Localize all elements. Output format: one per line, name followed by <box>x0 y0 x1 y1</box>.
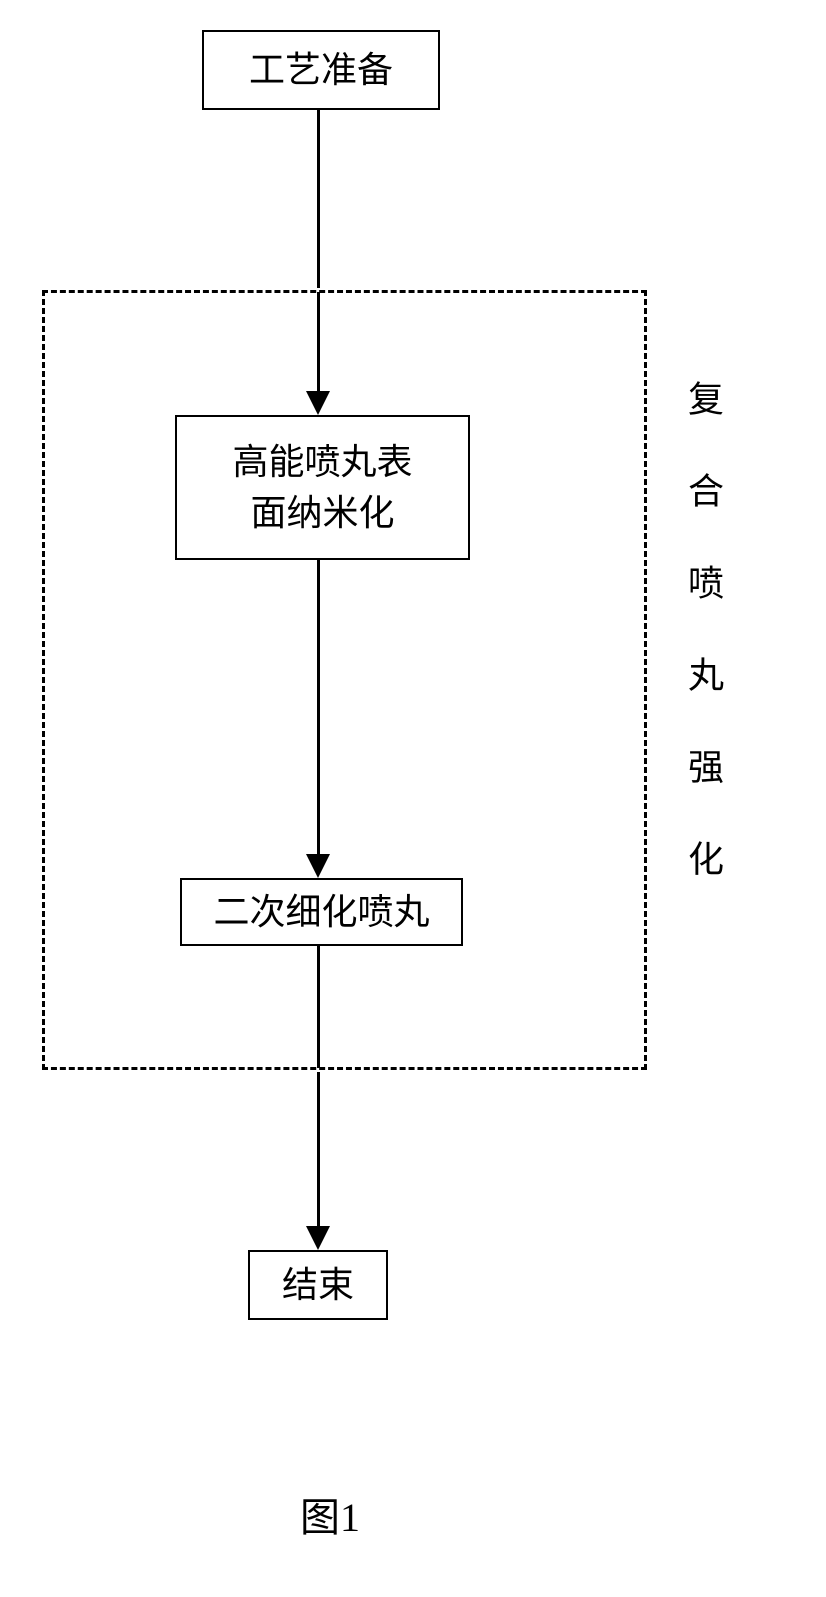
arrow-2-head <box>306 391 330 415</box>
side-label-text: 复合喷丸强化 <box>683 380 723 932</box>
side-label: 复合喷丸强化 <box>685 380 721 932</box>
process-box-high-energy: 高能喷丸表 面纳米化 <box>175 415 470 560</box>
arrow-4-line <box>317 946 320 1068</box>
figure-caption: 图1 <box>300 1485 360 1543</box>
arrow-2-line <box>317 292 320 391</box>
arrow-5-line <box>317 1072 320 1226</box>
box2-line1: 高能喷丸表 <box>232 442 412 482</box>
box4-label: 结束 <box>282 1260 354 1310</box>
process-box-end: 结束 <box>248 1250 388 1320</box>
arrow-5-head <box>306 1226 330 1250</box>
arrow-3-head <box>306 854 330 878</box>
box1-label: 工艺准备 <box>249 45 393 95</box>
arrow-1-line <box>317 110 320 288</box>
box2-label: 高能喷丸表 面纳米化 <box>232 437 412 538</box>
caption-text: 图1 <box>300 1495 360 1540</box>
process-box-secondary: 二次细化喷丸 <box>180 878 463 946</box>
flowchart-container: 工艺准备 高能喷丸表 面纳米化 二次细化喷丸 结束 复合喷丸强化 图1 <box>0 0 826 1597</box>
box2-line2: 面纳米化 <box>250 493 394 533</box>
arrow-3-line <box>317 560 320 854</box>
box3-label: 二次细化喷丸 <box>213 887 429 937</box>
dashed-container <box>42 290 647 1070</box>
process-box-preparation: 工艺准备 <box>202 30 440 110</box>
